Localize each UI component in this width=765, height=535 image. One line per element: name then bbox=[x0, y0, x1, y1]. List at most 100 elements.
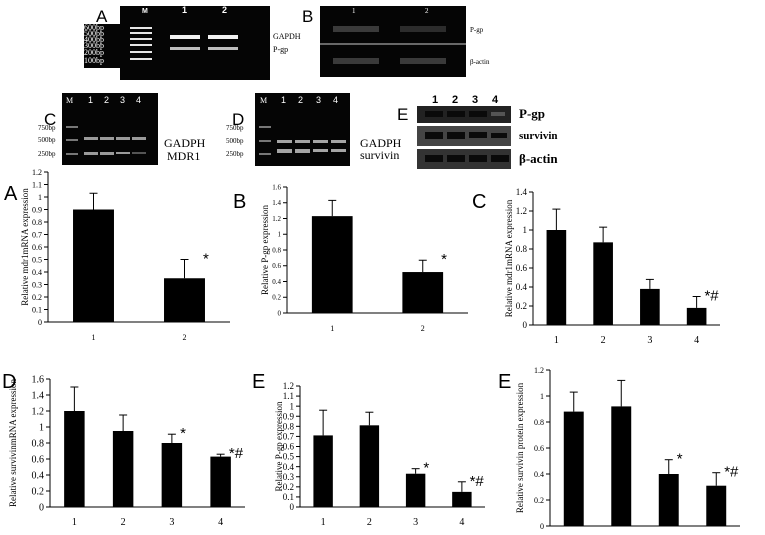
gel-a-letter: A bbox=[96, 7, 108, 26]
gel-b-band-pgp: P-gp bbox=[470, 26, 484, 34]
gel-d-band-gadph: GADPH bbox=[360, 136, 402, 150]
y-tick-label: 1.1 bbox=[32, 180, 42, 189]
x-tick-label: 1 bbox=[330, 324, 334, 333]
gel-e-lane-3: 3 bbox=[472, 94, 478, 106]
y-tick-label: 0.2 bbox=[32, 487, 45, 498]
y-tick-label: 1 bbox=[540, 392, 544, 401]
gel-panel-b: B 1 2 P-gp β-actin bbox=[302, 6, 490, 77]
gel-a-lane-m: M bbox=[142, 8, 148, 15]
y-tick-label: 1.4 bbox=[272, 199, 281, 207]
x-tick-label: 4 bbox=[459, 517, 464, 528]
y-tick-label: 0.1 bbox=[283, 492, 294, 502]
y-tick-label: 0.8 bbox=[32, 439, 45, 450]
gel-a-marker-300-label: 300bp bbox=[84, 41, 104, 50]
y-tick-label: 0.8 bbox=[516, 244, 528, 254]
bar bbox=[546, 230, 567, 325]
gel-e-lane-1: 1 bbox=[432, 94, 438, 106]
bar bbox=[686, 307, 707, 325]
y-tick-label: 0.4 bbox=[32, 268, 42, 277]
y-tick-label: 0 bbox=[290, 502, 295, 512]
gel-c-lane-2: 2 bbox=[104, 95, 109, 105]
y-tick-label: 0 bbox=[540, 522, 544, 531]
gel-a-band-gapdh: GAPDH bbox=[273, 32, 301, 41]
bar bbox=[311, 216, 353, 313]
bar-chart-d: D 0 0.2 0.4 0.6 0.8 1 1.2 1.4 1.6 Relative surviv… bbox=[2, 371, 245, 528]
significance-marker: *# bbox=[704, 288, 719, 305]
gel-d-letter: D bbox=[232, 110, 244, 129]
gel-e-lane-4: 4 bbox=[492, 94, 499, 106]
bar bbox=[405, 473, 426, 507]
gel-b-lane-1: 1 bbox=[352, 7, 356, 15]
y-tick-label: 0.3 bbox=[283, 472, 295, 482]
gel-b-lane-2: 2 bbox=[425, 7, 429, 15]
y-axis-label: Relative mdr1mRNA expression bbox=[20, 188, 30, 306]
y-tick-label: 0.7 bbox=[283, 432, 295, 442]
chart-d-letter: D bbox=[2, 371, 16, 393]
bar bbox=[210, 456, 231, 507]
x-tick-label: 3 bbox=[413, 517, 418, 528]
y-tick-label: 1 bbox=[523, 225, 528, 235]
bar bbox=[563, 411, 584, 526]
y-tick-label: 1.2 bbox=[534, 366, 544, 375]
gel-c-marker-750: 750bp bbox=[38, 124, 56, 132]
y-tick-label: 0.8 bbox=[283, 421, 295, 431]
y-tick-label: 1.6 bbox=[272, 183, 281, 191]
bar-chart-e2: E 0 0.2 0.4 0.6 0.8 1 1.2 Relative survivin pro… bbox=[498, 366, 740, 531]
gel-e-band-survivin: survivin bbox=[519, 130, 558, 142]
bar bbox=[452, 491, 472, 507]
chart-c-letter: C bbox=[472, 191, 486, 213]
y-tick-label: 1 bbox=[39, 423, 44, 434]
gel-a-marker-400-label: 400bp bbox=[84, 35, 104, 44]
gel-d-lane-2: 2 bbox=[298, 95, 303, 105]
y-tick-label: 0 bbox=[38, 318, 42, 327]
y-axis-label: Relative survivinmRNA expression bbox=[8, 379, 18, 507]
gel-d-lane-3: 3 bbox=[316, 95, 321, 105]
y-tick-label: 0.6 bbox=[516, 263, 528, 273]
gel-panel-d: D M 1 2 3 4 750bp 500bp 250bp GADPH surv… bbox=[226, 93, 402, 166]
y-axis-label: Relative mdr1mRNA expression bbox=[504, 199, 514, 317]
bar-chart-e1: E 00.10.20.30.40.50.60.70.80.911.11.2Rel… bbox=[252, 371, 485, 528]
x-tick-label: 1 bbox=[554, 335, 559, 346]
gel-a-sample-bands bbox=[170, 35, 238, 50]
gel-d-marker-500: 500bp bbox=[226, 137, 244, 145]
y-tick-label: 0.8 bbox=[32, 218, 42, 227]
gel-a-marker-600-label: 600bp bbox=[84, 23, 104, 32]
significance-marker: * bbox=[203, 251, 209, 268]
gel-c-lane-1: 1 bbox=[88, 95, 93, 105]
gel-panel-a: A M 1 2 600bp 500bp 400bp 300bp 200bp 10… bbox=[84, 5, 301, 80]
y-tick-label: 1.4 bbox=[32, 391, 45, 402]
y-tick-label: 0 bbox=[523, 320, 528, 330]
gel-c-marker-250: 250bp bbox=[38, 150, 56, 158]
gel-panel-c: C M 1 2 3 4 750bp 500bp 250bp GADPH MDR1 bbox=[38, 93, 206, 165]
gel-e-letter: E bbox=[397, 105, 408, 124]
significance-marker: * bbox=[441, 251, 447, 268]
gel-c-band-gadph: GADPH bbox=[164, 136, 206, 150]
x-tick-label: 1 bbox=[92, 333, 96, 342]
gel-c-lane-3: 3 bbox=[120, 95, 125, 105]
bar bbox=[64, 411, 85, 507]
y-axis-label: Relative survivin protein expression bbox=[515, 382, 525, 513]
bar bbox=[112, 431, 134, 507]
y-tick-label: 1 bbox=[38, 193, 42, 202]
y-tick-label: 1 bbox=[290, 401, 295, 411]
y-tick-label: 0.6 bbox=[272, 262, 281, 270]
significance-marker: * bbox=[677, 451, 683, 468]
significance-marker: *# bbox=[724, 464, 739, 481]
gel-e-lane-2: 2 bbox=[452, 94, 458, 106]
y-tick-label: 0.2 bbox=[272, 294, 281, 302]
y-tick-label: 0.4 bbox=[283, 462, 295, 472]
y-tick-label: 0.8 bbox=[272, 246, 281, 254]
gel-d-marker-750: 750bp bbox=[226, 124, 244, 132]
gel-a-marker-500-label: 500bp bbox=[84, 29, 104, 38]
x-tick-label: 1 bbox=[321, 517, 326, 528]
gel-c-band-mdr1: MDR1 bbox=[167, 149, 200, 163]
x-tick-label: 2 bbox=[183, 333, 187, 342]
y-tick-label: 0.7 bbox=[32, 230, 42, 239]
bar bbox=[359, 425, 380, 507]
y-tick-label: 0.4 bbox=[32, 471, 45, 482]
y-axis-label: Relative P-gp expression bbox=[260, 205, 270, 295]
chart-a-letter: A bbox=[4, 183, 18, 205]
y-tick-label: 0 bbox=[39, 503, 44, 514]
